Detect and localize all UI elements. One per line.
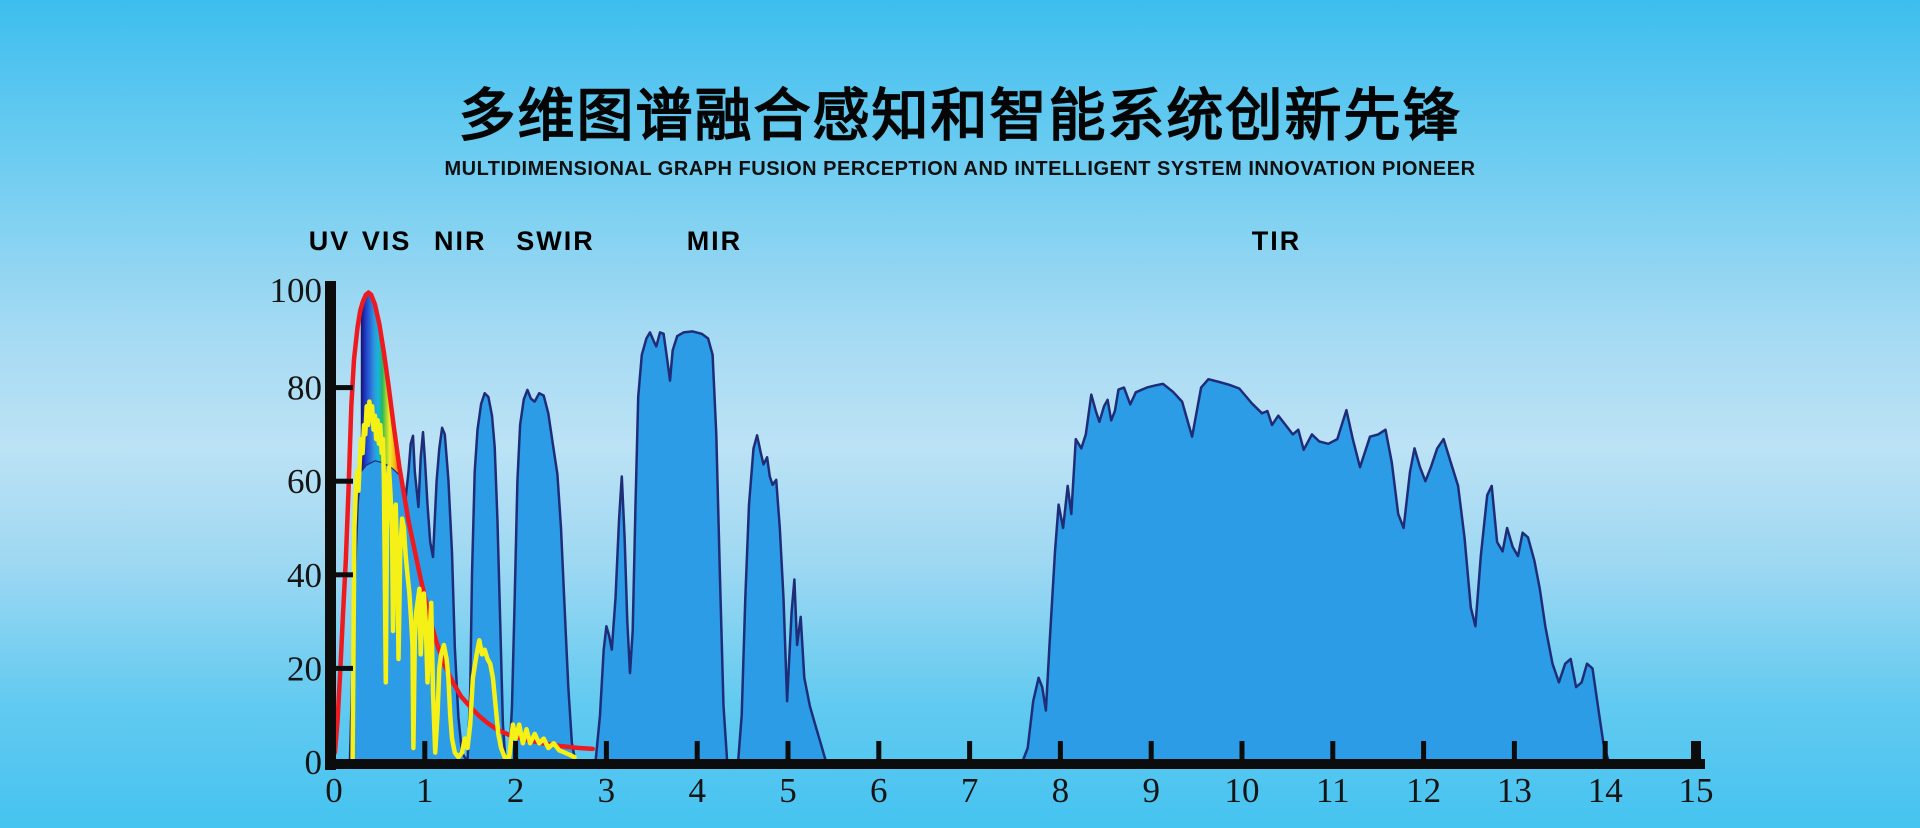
band-label-uv: UV [309,226,351,256]
x-axis-tick-8 [1057,741,1063,760]
transmission-window-area-4 [594,330,729,764]
x-tick-label-2: 2 [507,771,525,810]
visible-spectrum-rainbow-wedge [360,292,403,482]
band-label-tir: TIR [1252,226,1302,256]
x-axis-tick-1 [422,741,428,760]
x-axis-line [325,759,1705,769]
x-tick-label-3: 3 [598,771,616,810]
x-axis-tick-12 [1421,741,1427,760]
band-label-mir: MIR [687,226,743,256]
y-tick-label-80: 80 [287,369,322,408]
x-tick-label-11: 11 [1316,771,1350,810]
y-axis-tick-40 [336,572,353,578]
y-tick-label-0: 0 [305,743,323,782]
x-axis-tick-6 [876,741,882,760]
y-axis-tick-80 [336,385,353,391]
solar-spectrum-curve [350,399,577,765]
x-tick-label-10: 10 [1225,771,1260,810]
y-axis-tick-60 [336,478,353,484]
x-tick-label-13: 13 [1497,771,1532,810]
x-tick-label-4: 4 [688,771,706,810]
x-tick-label-15: 15 [1679,771,1714,810]
transmission-window-area-2 [466,391,507,764]
x-tick-label-9: 9 [1142,771,1160,810]
x-tick-label-7: 7 [961,771,979,810]
blackbody-envelope-curve [332,290,596,755]
x-axis-endcap-tick-15 [1691,741,1701,769]
x-tick-label-12: 12 [1406,771,1441,810]
band-label-vis: VIS [362,226,412,256]
x-axis-tick-13 [1511,741,1517,760]
x-axis-tick-5 [785,741,791,760]
x-tick-label-1: 1 [416,771,434,810]
x-tick-label-5: 5 [779,771,797,810]
y-tick-label-100: 100 [270,271,323,310]
x-tick-label-14: 14 [1588,771,1623,810]
page-subtitle: MULTIDIMENSIONAL GRAPH FUSION PERCEPTION… [444,158,1476,180]
x-tick-label-0: 0 [325,771,343,810]
x-tick-label-6: 6 [870,771,888,810]
y-axis-line [325,281,336,770]
x-axis-tick-7 [967,741,973,760]
band-label-nir: NIR [434,226,487,256]
transmission-window-area-6 [1021,377,1611,764]
y-tick-label-60: 60 [287,462,322,501]
y-tick-label-40: 40 [287,556,322,595]
x-axis-tick-14 [1602,741,1608,760]
x-axis-tick-11 [1330,741,1336,760]
band-label-swir: SWIR [516,226,595,256]
x-tick-label-8: 8 [1052,771,1070,810]
y-tick-label-20: 20 [287,649,322,688]
page-title: 多维图谱融合感知和智能系统创新先锋 [458,84,1462,148]
y-axis-tick-20 [336,665,353,671]
transmission-window-area-5 [736,434,828,764]
transmission-window-area-3 [507,388,577,764]
x-axis-tick-9 [1148,741,1154,760]
x-axis-tick-2 [513,741,519,760]
x-axis-tick-10 [1239,741,1245,760]
x-axis-tick-4 [694,741,700,760]
x-axis-tick-3 [603,741,609,760]
